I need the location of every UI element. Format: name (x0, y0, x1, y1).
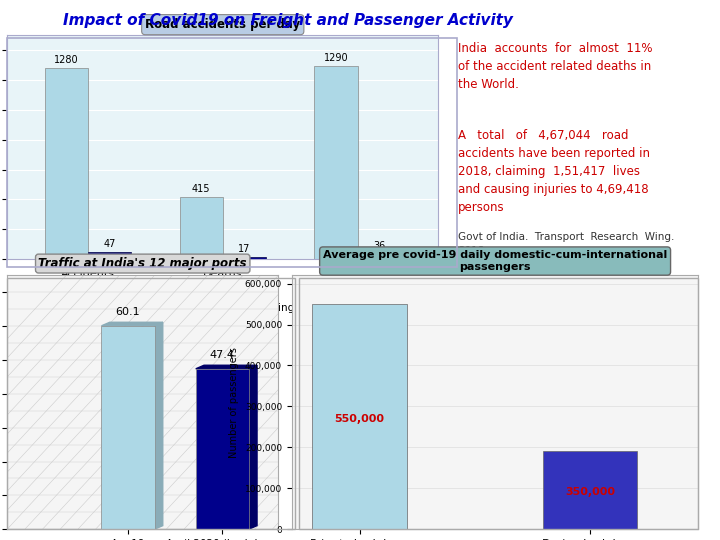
Text: 60.1: 60.1 (116, 307, 140, 318)
Bar (315, 66, 358, 259)
Text: 47.4: 47.4 (210, 350, 235, 360)
Text: Impact of Covid19 on Freight and Passenger Activity: Impact of Covid19 on Freight and Passeng… (63, 14, 513, 29)
Bar (358, 254, 400, 259)
Text: India  accounts  for  almost  11%
of the accident related deaths in
the World.: India accounts for almost 11% of the acc… (458, 42, 652, 91)
Polygon shape (249, 365, 257, 529)
Title: Traffic at India's 12 major ports: Traffic at India's 12 major ports (38, 257, 247, 270)
Bar (180, 197, 222, 259)
Bar (312, 304, 407, 529)
Bar (88, 252, 131, 259)
Text: 550,000: 550,000 (335, 414, 384, 424)
Text: 1290: 1290 (323, 53, 348, 64)
Legend: Prior to Lockdown, During Lockdown: Prior to Lockdown, During Lockdown (92, 299, 354, 317)
Text: 1280: 1280 (54, 55, 78, 65)
Bar (222, 256, 266, 259)
Text: 17: 17 (238, 244, 251, 254)
Polygon shape (102, 322, 163, 326)
Text: 36: 36 (373, 241, 385, 251)
Bar (196, 369, 249, 529)
Polygon shape (155, 322, 163, 529)
Title: Road accidents per day: Road accidents per day (145, 18, 300, 31)
Title: Average pre covid-19 daily domestic-cum-international
passengers: Average pre covid-19 daily domestic-cum-… (323, 250, 667, 272)
Text: 415: 415 (192, 184, 210, 194)
Bar (102, 326, 155, 529)
Text: 350,000: 350,000 (565, 488, 615, 497)
Bar (543, 451, 637, 529)
Text: A   total   of   4,67,044   road
accidents have been reported in
2018, claiming : A total of 4,67,044 road accidents have … (458, 129, 650, 214)
Bar (45, 68, 88, 259)
Text: Govt of India.  Transport  Research  Wing.
2018: Govt of India. Transport Research Wing. … (458, 232, 674, 255)
Y-axis label: Number of passengers: Number of passengers (229, 347, 239, 458)
Text: 47: 47 (104, 239, 116, 249)
Polygon shape (196, 365, 257, 369)
